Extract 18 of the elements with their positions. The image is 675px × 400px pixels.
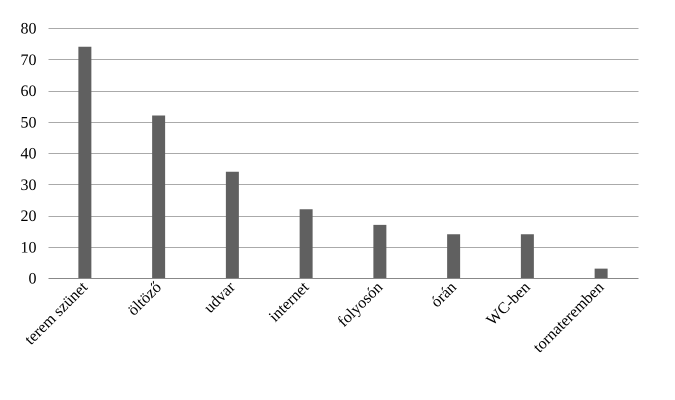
y-tick-label: 20 — [20, 208, 36, 225]
y-tick-label: 40 — [20, 146, 36, 162]
bar — [152, 116, 166, 278]
y-tick-label: 80 — [20, 20, 36, 38]
bar — [300, 209, 313, 278]
bar — [594, 268, 608, 278]
bar — [78, 46, 92, 278]
y-tick-label: 0 — [28, 270, 36, 288]
y-tick-label: 10 — [20, 239, 36, 256]
y-tick-label: 60 — [20, 83, 36, 100]
bar — [373, 224, 386, 278]
bar — [520, 234, 534, 278]
y-tick-label: 70 — [20, 52, 36, 69]
bar — [447, 234, 460, 278]
x-tick-label: órán — [428, 278, 460, 311]
bar — [226, 172, 239, 278]
y-tick-label: 30 — [20, 176, 36, 194]
y-tick-label: 50 — [20, 114, 36, 132]
